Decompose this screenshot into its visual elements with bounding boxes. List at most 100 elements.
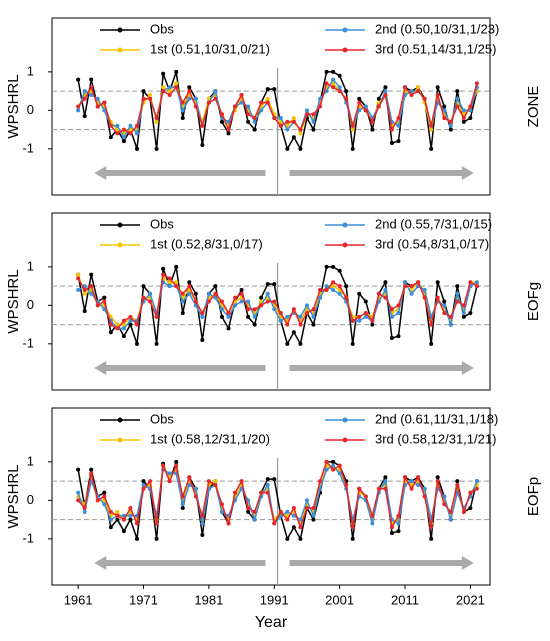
- data-point: [363, 299, 368, 304]
- data-point: [448, 123, 453, 128]
- data-point: [102, 299, 107, 304]
- arrow-head: [94, 166, 107, 180]
- data-point: [357, 108, 362, 113]
- data-point: [461, 116, 466, 121]
- data-point: [219, 314, 224, 319]
- data-point: [357, 486, 362, 491]
- data-point: [416, 482, 421, 487]
- arrow-head: [94, 556, 107, 570]
- data-point: [200, 532, 205, 537]
- data-point: [448, 517, 453, 522]
- data-point: [180, 291, 185, 296]
- data-point: [350, 341, 355, 346]
- data-point: [115, 326, 120, 331]
- data-point: [304, 498, 309, 503]
- data-point: [187, 284, 192, 289]
- data-point: [370, 521, 375, 526]
- data-point: [174, 81, 179, 86]
- data-point: [102, 502, 107, 507]
- data-point: [409, 479, 414, 484]
- data-point: [442, 116, 447, 121]
- data-point: [298, 127, 303, 132]
- legend-label: 3rd (0.51,14/31,1/25): [375, 41, 496, 56]
- data-point: [298, 517, 303, 522]
- data-point: [141, 96, 146, 101]
- data-point: [134, 521, 139, 526]
- legend-marker: [117, 417, 123, 423]
- data-point: [442, 311, 447, 316]
- data-point: [115, 517, 120, 522]
- data-point: [304, 108, 309, 113]
- data-point: [121, 529, 126, 534]
- data-point: [350, 536, 355, 541]
- data-point: [285, 322, 290, 327]
- data-point: [435, 85, 440, 90]
- data-point: [403, 284, 408, 289]
- data-point: [167, 85, 172, 90]
- data-point: [357, 314, 362, 319]
- data-point: [383, 89, 388, 94]
- data-point: [278, 311, 283, 316]
- data-point: [206, 479, 211, 484]
- data-point: [134, 123, 139, 128]
- data-point: [474, 280, 479, 285]
- data-point: [468, 116, 473, 121]
- data-point: [272, 477, 277, 482]
- data-point: [331, 467, 336, 472]
- data-point: [442, 502, 447, 507]
- data-point: [174, 69, 179, 74]
- data-point: [89, 471, 94, 476]
- data-point: [180, 502, 185, 507]
- data-point: [102, 295, 107, 300]
- data-point: [311, 314, 316, 319]
- data-point: [298, 131, 303, 136]
- data-point: [403, 280, 408, 285]
- data-point: [239, 100, 244, 105]
- data-point: [239, 299, 244, 304]
- data-point: [76, 287, 81, 292]
- data-point: [331, 264, 336, 269]
- data-point: [324, 467, 329, 472]
- data-point: [337, 73, 342, 78]
- data-point: [298, 341, 303, 346]
- data-point: [180, 100, 185, 105]
- data-point: [226, 119, 231, 124]
- data-point: [206, 291, 211, 296]
- data-point: [174, 459, 179, 464]
- data-point: [416, 280, 421, 285]
- legend-marker: [342, 437, 348, 443]
- data-point: [82, 89, 87, 94]
- data-point: [344, 482, 349, 487]
- data-point: [128, 506, 133, 511]
- data-point: [429, 525, 434, 530]
- data-point: [265, 482, 270, 487]
- x-axis-label: Year: [255, 614, 288, 631]
- legend-label: 3rd (0.54,8/31,0/17): [375, 236, 489, 251]
- data-point: [383, 295, 388, 300]
- data-point: [396, 513, 401, 518]
- data-point: [331, 85, 336, 90]
- data-point: [252, 509, 257, 514]
- data-point: [246, 299, 251, 304]
- data-point: [337, 284, 342, 289]
- data-point: [298, 525, 303, 530]
- y-tick-label: 1: [27, 63, 34, 78]
- legend-label: 1st (0.58,12/31,1/20): [150, 431, 270, 446]
- data-point: [252, 119, 257, 124]
- data-point: [174, 280, 179, 285]
- data-point: [442, 303, 447, 308]
- data-point: [272, 282, 277, 287]
- data-point: [265, 96, 270, 101]
- data-point: [200, 142, 205, 147]
- data-point: [187, 291, 192, 296]
- data-point: [291, 119, 296, 124]
- data-point: [121, 326, 126, 331]
- data-point: [213, 479, 218, 484]
- data-point: [324, 287, 329, 292]
- data-point: [455, 89, 460, 94]
- data-point: [128, 517, 133, 522]
- data-point: [89, 77, 94, 82]
- data-point: [344, 96, 349, 101]
- data-point: [409, 89, 414, 94]
- data-point: [134, 131, 139, 136]
